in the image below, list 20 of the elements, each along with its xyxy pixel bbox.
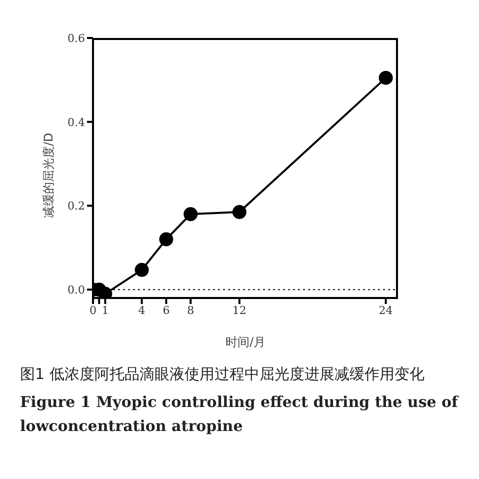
caption: 图1 低浓度阿托品滴眼液使用过程中屈光度进展减缓作用变化 xyxy=(20,364,426,385)
y-tick-label: 0.6 xyxy=(68,32,85,45)
point xyxy=(159,232,174,246)
x-tick-label: 8 xyxy=(187,304,194,317)
x-tick-label: 1 xyxy=(102,304,109,317)
x-tick-label: 4 xyxy=(138,304,146,317)
x-tick-label: 0 xyxy=(90,304,96,317)
point xyxy=(184,207,198,222)
caption: Figure 1 Myopic controlling effect during the use of lowconcentration atropine xyxy=(20,392,460,437)
point xyxy=(134,262,149,277)
point xyxy=(232,205,246,220)
y-tick-label: 0.2 xyxy=(68,200,85,213)
x-tick-label: 6 xyxy=(162,304,170,317)
y-tick-label: 0.4 xyxy=(68,116,85,129)
x-axis-title: 时间/月 xyxy=(225,335,266,349)
x-tick-label: 24 xyxy=(378,304,393,317)
point xyxy=(378,70,393,85)
y-axis-title: 减缓的屈光度/D xyxy=(41,132,56,218)
y-tick-label: 0.0 xyxy=(68,284,85,297)
x-tick-label: 12 xyxy=(232,304,246,317)
